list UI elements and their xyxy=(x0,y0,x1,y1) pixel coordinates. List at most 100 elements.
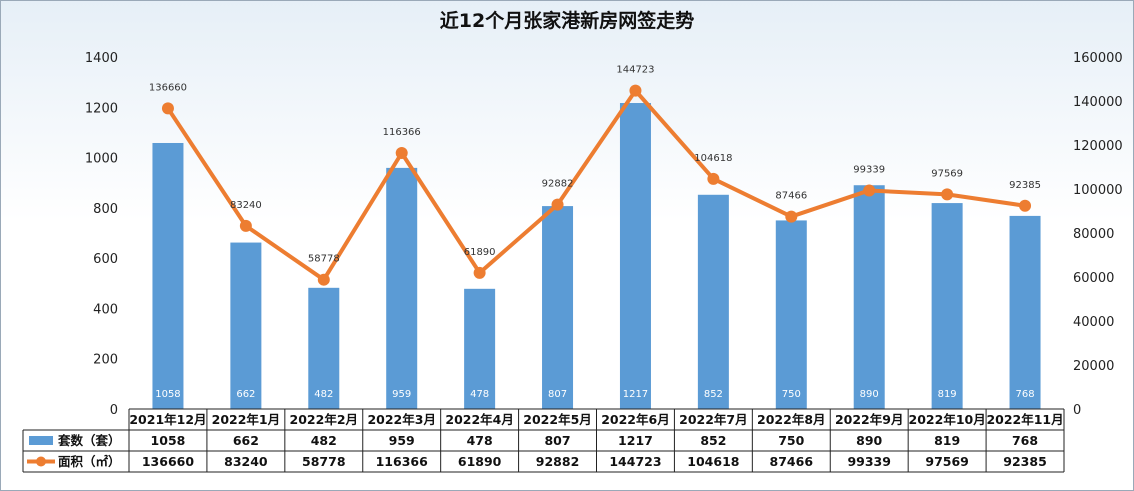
line-value-label: 92385 xyxy=(1009,180,1041,191)
bar-value-label: 482 xyxy=(314,389,333,400)
bar xyxy=(542,206,574,409)
chart-title: 近12个月张家港新房网签走势 xyxy=(439,10,695,32)
table-category-label: 2022年2月 xyxy=(290,412,359,427)
table-line-value: 97569 xyxy=(925,454,969,469)
table-bar-value: 768 xyxy=(1012,433,1038,448)
bar-value-label: 478 xyxy=(470,389,489,400)
y-right-tick-label: 160000 xyxy=(1073,51,1123,66)
legend-line-label: 面积（㎡） xyxy=(58,454,121,469)
table-category-label: 2022年9月 xyxy=(835,412,904,427)
y-right-tick-label: 120000 xyxy=(1073,139,1123,154)
table-line-value: 144723 xyxy=(609,454,661,469)
table-line-value: 83240 xyxy=(224,454,268,469)
bar xyxy=(230,242,262,409)
table-category-label: 2022年4月 xyxy=(445,412,514,427)
y-right-tick-label: 40000 xyxy=(1073,315,1114,330)
table-bar-value: 662 xyxy=(233,433,259,448)
table-bar-value: 482 xyxy=(311,433,337,448)
bar-value-label: 662 xyxy=(236,389,255,400)
y-left-tick-label: 1200 xyxy=(85,101,118,116)
bar-value-label: 807 xyxy=(548,389,567,400)
table-category-label: 2022年6月 xyxy=(601,412,670,427)
table-bar-value: 807 xyxy=(544,433,570,448)
bar-value-label: 959 xyxy=(392,389,411,400)
line-point xyxy=(1019,199,1032,212)
bar xyxy=(619,103,651,410)
y-left-tick-label: 200 xyxy=(93,353,118,368)
bar-value-label: 890 xyxy=(860,389,879,400)
table-category-label: 2022年8月 xyxy=(757,412,826,427)
bar xyxy=(464,288,496,409)
table-line-value: 92385 xyxy=(1003,454,1047,469)
line-point xyxy=(161,102,174,115)
table-bar-value: 890 xyxy=(856,433,882,448)
bar xyxy=(308,287,340,409)
line-value-label: 92882 xyxy=(542,179,574,190)
bar xyxy=(152,142,184,409)
table-bar-value: 750 xyxy=(778,433,804,448)
table-bar-value: 819 xyxy=(934,433,960,448)
bar-value-label: 819 xyxy=(938,389,957,400)
legend-bar-swatch xyxy=(29,436,53,445)
y-left-tick-label: 1000 xyxy=(85,152,118,167)
table-line-value: 58778 xyxy=(302,454,346,469)
line-value-label: 136660 xyxy=(149,82,187,93)
line-point xyxy=(317,273,330,286)
bar xyxy=(1009,215,1041,409)
table-bar-value: 852 xyxy=(700,433,726,448)
y-left-tick-label: 400 xyxy=(93,302,118,317)
y-left-tick-label: 600 xyxy=(93,252,118,267)
table-line-value: 87466 xyxy=(770,454,814,469)
table-bar-value: 478 xyxy=(467,433,493,448)
line-value-label: 104618 xyxy=(694,153,732,164)
y-left-tick-label: 0 xyxy=(110,403,118,418)
line-point xyxy=(707,172,720,185)
y-right-tick-label: 60000 xyxy=(1073,271,1114,286)
line-point xyxy=(863,184,876,197)
line-point xyxy=(785,210,798,223)
bar xyxy=(931,203,963,409)
bar xyxy=(386,167,418,409)
line-value-label: 99339 xyxy=(853,164,885,175)
line-value-label: 144723 xyxy=(616,65,654,76)
y-right-tick-label: 80000 xyxy=(1073,227,1114,242)
bar-value-label: 768 xyxy=(1015,389,1034,400)
table-line-value: 104618 xyxy=(687,454,739,469)
line-point xyxy=(629,84,642,97)
table-line-value: 92882 xyxy=(536,454,580,469)
line-value-label: 97569 xyxy=(931,168,963,179)
table-category-label: 2022年11月 xyxy=(986,412,1063,427)
y-right-tick-label: 100000 xyxy=(1073,183,1123,198)
line-point xyxy=(395,146,408,159)
bar-value-label: 750 xyxy=(782,389,801,400)
legend-line-marker xyxy=(36,456,46,467)
bar-value-label: 1058 xyxy=(155,389,180,400)
y-right-tick-label: 140000 xyxy=(1073,95,1123,110)
table-line-value: 99339 xyxy=(847,454,891,469)
line-value-label: 61890 xyxy=(464,247,496,258)
table-bar-value: 1058 xyxy=(151,433,186,448)
line-point xyxy=(473,266,486,279)
table-line-value: 61890 xyxy=(458,454,502,469)
bar-value-label: 1217 xyxy=(623,389,648,400)
table-category-label: 2022年1月 xyxy=(212,412,281,427)
line-point xyxy=(941,188,954,201)
legend-bar-label: 套数（套） xyxy=(57,433,121,448)
bar xyxy=(775,220,807,409)
bar xyxy=(853,185,885,409)
table-category-label: 2022年7月 xyxy=(679,412,748,427)
line-point xyxy=(239,219,252,232)
y-right-tick-label: 0 xyxy=(1073,403,1081,418)
y-left-tick-label: 800 xyxy=(93,202,118,217)
table-category-label: 2021年12月 xyxy=(129,412,206,427)
table-line-value: 116366 xyxy=(376,454,428,469)
table-line-value: 136660 xyxy=(142,454,194,469)
bar xyxy=(697,194,729,409)
line-value-label: 83240 xyxy=(230,200,262,211)
y-right-tick-label: 20000 xyxy=(1073,359,1114,374)
table-category-label: 2022年5月 xyxy=(523,412,592,427)
line-point xyxy=(551,198,564,211)
bar-value-label: 852 xyxy=(704,389,723,400)
line-value-label: 116366 xyxy=(383,127,421,138)
